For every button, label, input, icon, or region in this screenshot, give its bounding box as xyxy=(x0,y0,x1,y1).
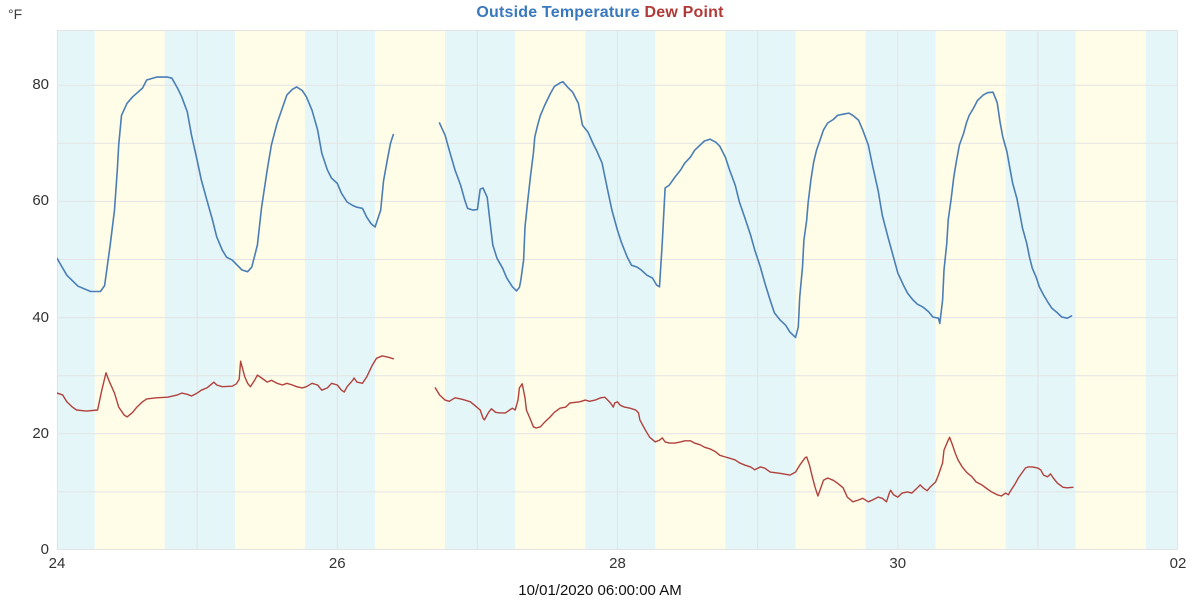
temperature-line xyxy=(57,76,395,293)
day-band xyxy=(795,30,866,550)
x-axis-tick-label: 24 xyxy=(48,555,66,572)
plot-area[interactable] xyxy=(57,30,1178,550)
day-band xyxy=(935,30,1006,550)
night-band xyxy=(305,30,376,550)
x-axis-tick-label: 28 xyxy=(609,555,626,572)
night-band xyxy=(1145,30,1178,550)
night-band xyxy=(585,30,656,550)
day-band xyxy=(94,30,165,550)
day-band xyxy=(1075,30,1146,550)
x-axis-tick-label: 30 xyxy=(889,555,907,572)
temperature-title-label: Outside Temperature xyxy=(476,4,640,21)
y-axis-tick-label: 20 xyxy=(32,424,49,442)
night-band xyxy=(445,30,516,550)
timestamp-label: 10/01/2020 06:00:00 AM xyxy=(518,582,682,599)
y-axis-tick-label: 60 xyxy=(32,192,49,210)
day-band xyxy=(655,30,726,550)
day-band xyxy=(235,30,306,550)
day-band xyxy=(515,30,586,550)
x-axis-tick-label: 02 xyxy=(1169,555,1187,572)
day-band xyxy=(375,30,446,550)
night-band xyxy=(725,30,796,550)
y-axis-tick-label: 80 xyxy=(32,76,49,94)
night-band xyxy=(164,30,235,550)
x-axis-tick-label: 26 xyxy=(328,555,346,572)
y-axis-unit-label: °F xyxy=(8,6,23,22)
chart-title: Outside Temperature Dew Point xyxy=(0,4,1200,22)
y-axis-tick-label: 40 xyxy=(32,308,49,326)
temperature-line xyxy=(438,80,1073,339)
y-axis-tick-label: 0 xyxy=(40,541,49,558)
dew-point-line xyxy=(57,355,394,418)
dew-point-title-label: Dew Point xyxy=(644,4,724,21)
night-band xyxy=(57,30,95,550)
dew-point-line xyxy=(434,383,1074,503)
night-band xyxy=(865,30,936,550)
plot-border xyxy=(57,30,1178,550)
